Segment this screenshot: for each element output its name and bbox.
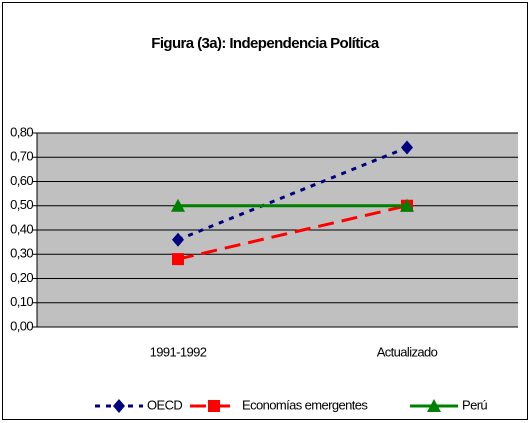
marker (171, 198, 185, 212)
y-tick-label: 0,10 (10, 294, 33, 309)
y-tick-label: 0,50 (10, 197, 33, 212)
x-tick-label: Actualizado (377, 344, 438, 359)
series-line (177, 204, 408, 261)
marker (113, 399, 125, 413)
y-tick-label: 0,00 (10, 318, 33, 333)
marker (172, 232, 184, 247)
marker (208, 400, 220, 412)
marker (401, 140, 413, 155)
series-line (177, 146, 408, 242)
y-tick-label: 0,40 (10, 221, 33, 236)
y-tick-label: 0,20 (10, 270, 33, 285)
legend-label: Perú (462, 397, 487, 412)
x-tick-label: 1991-1992 (150, 344, 207, 359)
y-tick-label: 0,30 (10, 246, 33, 261)
legend-label: OECD (147, 397, 182, 412)
y-tick-label: 0,70 (10, 149, 33, 164)
marker (400, 198, 414, 212)
chart-title: Figura (3a): Independencia Política (151, 35, 380, 52)
y-tick-label: 0,80 (10, 124, 33, 139)
marker (427, 399, 441, 412)
legend-label: Economías emergentes (242, 397, 368, 412)
y-tick-label: 0,60 (10, 173, 33, 188)
marker (172, 253, 184, 266)
